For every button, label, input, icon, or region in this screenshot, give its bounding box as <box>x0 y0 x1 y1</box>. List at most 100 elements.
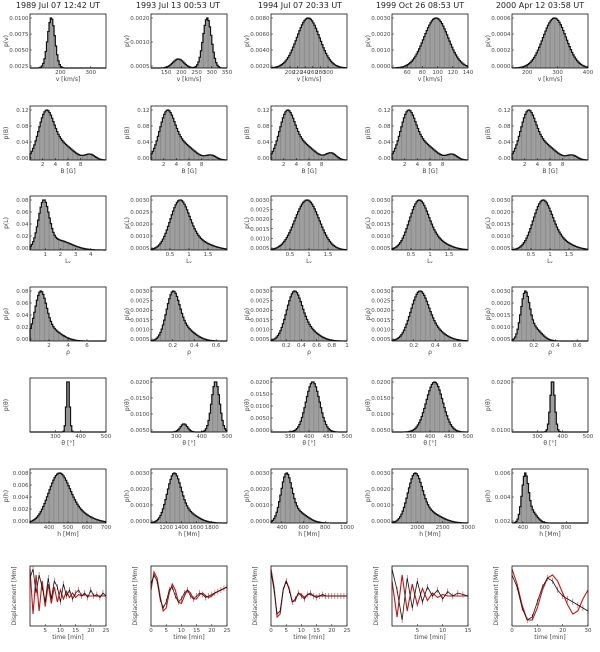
x-tick-label: 300 <box>532 434 543 440</box>
y-tick-label: 0.0100 <box>491 428 511 434</box>
histogram-bar <box>404 114 407 161</box>
histogram-bar <box>434 17 437 69</box>
histogram-bar <box>570 154 572 161</box>
x-tick-label: 0.8 <box>327 343 336 349</box>
y-tick-label: 0.0015 <box>130 318 150 324</box>
panel-r4-c2: 0.2 0.4 0.6 0.0030 0.0025 0.0020 0.0015 0.0010 0… <box>124 286 228 356</box>
timeseries-panel-5: 0 10 20 30 time [min] Displacement [Mm] <box>493 565 592 641</box>
histogram-envelope <box>270 290 347 342</box>
x-tick-label: 240 <box>300 70 311 76</box>
y-tick-label: 0.00 <box>257 156 270 162</box>
x-tick-label: 0.6 <box>312 343 321 349</box>
x-tick-label: 300 <box>207 70 218 76</box>
x-axis-label: h [Mm] <box>57 531 78 538</box>
histogram-bar <box>61 240 64 251</box>
histogram-bar <box>47 110 50 161</box>
histogram-bar <box>186 209 188 251</box>
histogram-bar <box>281 121 283 161</box>
histogram-bar <box>303 312 306 342</box>
histogram-bar <box>429 22 432 69</box>
y-tick-label: 0.0020 <box>130 487 150 493</box>
histogram-bar <box>174 124 177 161</box>
y-axis-label: p(L) <box>365 217 372 229</box>
histogram-bar <box>40 121 42 161</box>
histogram-bar <box>38 292 41 342</box>
histogram-bar <box>442 25 445 69</box>
y-tick-label: 0.0015 <box>250 227 270 233</box>
histogram-bar <box>298 208 301 251</box>
x-tick-label: 60 <box>404 70 411 76</box>
x-tick-label: 2 <box>59 252 63 258</box>
y-axis-label: Displacement [Mm] <box>11 567 18 626</box>
y-tick-label: 0.0010 <box>491 234 511 240</box>
x-tick-label: 3 <box>74 252 78 258</box>
histogram-bar <box>426 210 428 251</box>
y-tick-label: 0.0010 <box>371 48 391 54</box>
panel-r6-c5: 400 600 800 0.006 0.004 0.002 h [Mm] p(h) <box>485 468 589 538</box>
histogram-envelope <box>150 109 227 161</box>
histogram-bar <box>421 486 423 524</box>
y-axis-label: p(θ) <box>124 399 131 411</box>
x-axis-label: v [km/s] <box>177 76 202 83</box>
histogram-bar <box>431 223 433 251</box>
x-tick-label: 140 <box>463 70 474 76</box>
histogram-bar <box>301 138 303 161</box>
x-tick-label: 200 <box>285 70 296 76</box>
histogram-bar <box>176 475 178 524</box>
x-tick-label: 2 <box>523 162 527 168</box>
histogram-bar <box>162 117 164 161</box>
panel-frame <box>511 468 589 524</box>
histogram-bar <box>538 131 540 161</box>
histogram-bar <box>316 391 318 433</box>
histogram-bar <box>402 121 404 161</box>
panel-r5-c2: 300 400 500 0.0200 0.0150 0.0100 0.0050 θ [°] p(… <box>124 377 233 447</box>
histogram-bar <box>528 109 530 161</box>
x-tick-label: 1 <box>187 252 191 258</box>
histogram-bar <box>300 27 302 69</box>
histogram-bar <box>45 110 47 161</box>
x-tick-label: 4 <box>66 343 70 349</box>
y-tick-label: 0.0030 <box>130 289 150 295</box>
panel-frame <box>270 286 348 342</box>
histogram-bar <box>523 117 525 161</box>
panel-frame <box>150 468 228 524</box>
histogram-bar <box>565 36 567 69</box>
y-tick-label: 0.0005 <box>250 246 270 252</box>
histogram-bar <box>410 112 413 161</box>
x-tick-label: 2 <box>41 162 45 168</box>
histogram-bar <box>432 511 434 524</box>
y-tick-label: 0.00 <box>498 156 511 162</box>
histogram-bar <box>56 238 58 251</box>
x-tick-label: 1 <box>307 252 311 258</box>
x-tick-label: 500 <box>342 434 353 440</box>
histogram-bar <box>422 39 424 69</box>
histogram-bar <box>57 473 60 524</box>
histogram-bar <box>543 200 546 251</box>
histogram-bar <box>45 202 47 251</box>
histogram-bar <box>563 155 566 161</box>
x-tick-label: 8 <box>200 162 204 168</box>
histogram-bar <box>330 152 332 161</box>
histogram-bar <box>542 138 544 161</box>
histogram-bar <box>415 201 418 251</box>
histogram-bar <box>443 28 446 69</box>
histogram-envelope <box>29 472 106 523</box>
histogram-bar <box>432 317 434 342</box>
y-tick-label: 0.0100 <box>371 412 391 418</box>
histogram-bar <box>551 19 553 69</box>
histogram-bar <box>553 17 556 69</box>
histogram-bar <box>409 216 412 251</box>
x-tick-label: 20 <box>559 628 566 634</box>
histogram-bar <box>190 147 192 161</box>
x-tick-label: 25 <box>224 628 231 634</box>
panel-r3-c3: 0.5 1 1.5 0.0030 0.0025 0.0020 0.0015 0.0010 0.0… <box>244 195 348 265</box>
histogram-bar <box>427 27 429 69</box>
histogram-bar <box>423 36 426 69</box>
histogram-bar <box>297 131 299 161</box>
histogram-bar <box>423 295 426 342</box>
x-tick-label: 15 <box>465 628 472 634</box>
y-tick-label: 0.004 <box>495 495 511 501</box>
x-tick-label: 0.6 <box>453 343 462 349</box>
histogram-bar <box>549 210 552 251</box>
